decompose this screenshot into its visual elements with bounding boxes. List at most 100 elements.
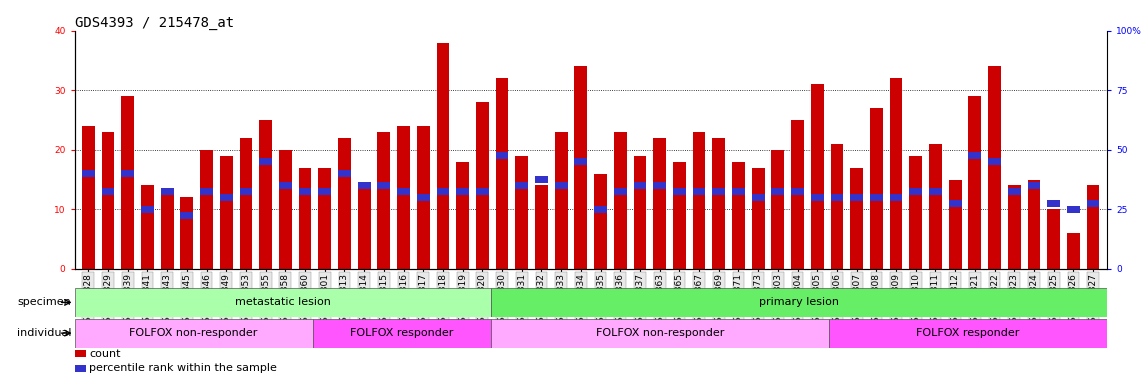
Bar — [1067, 233, 1079, 269]
Bar — [673, 188, 686, 195]
Bar — [890, 78, 903, 269]
Bar — [1008, 188, 1021, 195]
Bar — [75, 319, 313, 348]
Bar — [949, 180, 961, 269]
Bar — [614, 188, 626, 195]
Bar — [319, 168, 331, 269]
Text: count: count — [89, 349, 120, 359]
Bar — [732, 162, 744, 269]
Bar — [491, 319, 829, 348]
Bar — [102, 188, 115, 195]
Bar — [338, 138, 351, 269]
Bar — [989, 158, 1001, 165]
Bar — [240, 188, 252, 195]
Bar — [259, 158, 272, 165]
Bar — [910, 156, 922, 269]
Bar — [811, 84, 824, 269]
Bar — [496, 78, 508, 269]
Bar — [791, 188, 804, 195]
Bar — [830, 144, 843, 269]
Bar — [555, 182, 568, 189]
Bar — [535, 185, 548, 269]
Bar — [180, 212, 193, 219]
Bar — [633, 182, 647, 189]
Text: metastatic lesion: metastatic lesion — [235, 297, 331, 308]
Bar — [575, 66, 587, 269]
Text: FOLFOX responder: FOLFOX responder — [351, 328, 454, 338]
Bar — [712, 138, 725, 269]
Bar — [869, 194, 883, 201]
Bar — [122, 170, 134, 177]
Bar — [298, 188, 312, 195]
Bar — [476, 188, 489, 195]
Bar — [358, 182, 370, 189]
Bar — [141, 185, 154, 269]
Bar — [319, 188, 331, 195]
Bar — [712, 188, 725, 195]
Bar — [1047, 209, 1060, 269]
Bar — [220, 194, 233, 201]
Bar — [397, 188, 409, 195]
Bar — [673, 162, 686, 269]
Bar — [751, 194, 765, 201]
Bar — [614, 132, 626, 269]
Bar — [141, 206, 154, 213]
Bar — [869, 108, 883, 269]
Bar — [491, 288, 1107, 317]
Bar — [416, 194, 430, 201]
Bar — [968, 96, 982, 269]
Bar — [968, 152, 982, 159]
Bar — [830, 194, 843, 201]
Bar — [910, 188, 922, 195]
Bar — [633, 156, 647, 269]
Bar — [791, 120, 804, 269]
Bar — [535, 176, 548, 183]
Bar — [75, 288, 491, 317]
Bar — [1086, 200, 1100, 207]
Bar — [259, 120, 272, 269]
Text: individual: individual — [16, 328, 71, 338]
Bar — [732, 188, 744, 195]
Bar — [929, 144, 942, 269]
Bar — [949, 200, 961, 207]
Bar — [102, 132, 115, 269]
Bar — [693, 132, 705, 269]
Bar — [693, 188, 705, 195]
Bar — [850, 168, 863, 269]
Bar — [476, 102, 489, 269]
Bar — [594, 206, 607, 213]
Bar — [654, 138, 666, 269]
Bar — [989, 66, 1001, 269]
Text: specimen: specimen — [17, 297, 71, 308]
Text: primary lesion: primary lesion — [759, 297, 840, 308]
Bar — [654, 182, 666, 189]
Bar — [496, 152, 508, 159]
Bar — [81, 170, 95, 177]
Bar — [457, 188, 469, 195]
Text: FOLFOX responder: FOLFOX responder — [916, 328, 1020, 338]
Bar — [279, 182, 291, 189]
Bar — [122, 96, 134, 269]
Bar — [1028, 182, 1040, 189]
Bar — [161, 192, 173, 269]
Bar — [890, 194, 903, 201]
Bar — [377, 182, 390, 189]
Bar — [220, 156, 233, 269]
Bar — [180, 197, 193, 269]
Bar — [397, 126, 409, 269]
Bar — [457, 162, 469, 269]
Bar — [1086, 185, 1100, 269]
Bar — [200, 188, 213, 195]
Bar — [200, 150, 213, 269]
Bar — [358, 185, 370, 269]
Bar — [594, 174, 607, 269]
Text: percentile rank within the sample: percentile rank within the sample — [89, 363, 278, 373]
Bar — [811, 194, 824, 201]
Bar — [377, 132, 390, 269]
Bar — [772, 150, 785, 269]
Bar — [1028, 180, 1040, 269]
Bar — [515, 156, 528, 269]
Bar — [81, 126, 95, 269]
Bar — [416, 126, 430, 269]
Bar — [555, 132, 568, 269]
